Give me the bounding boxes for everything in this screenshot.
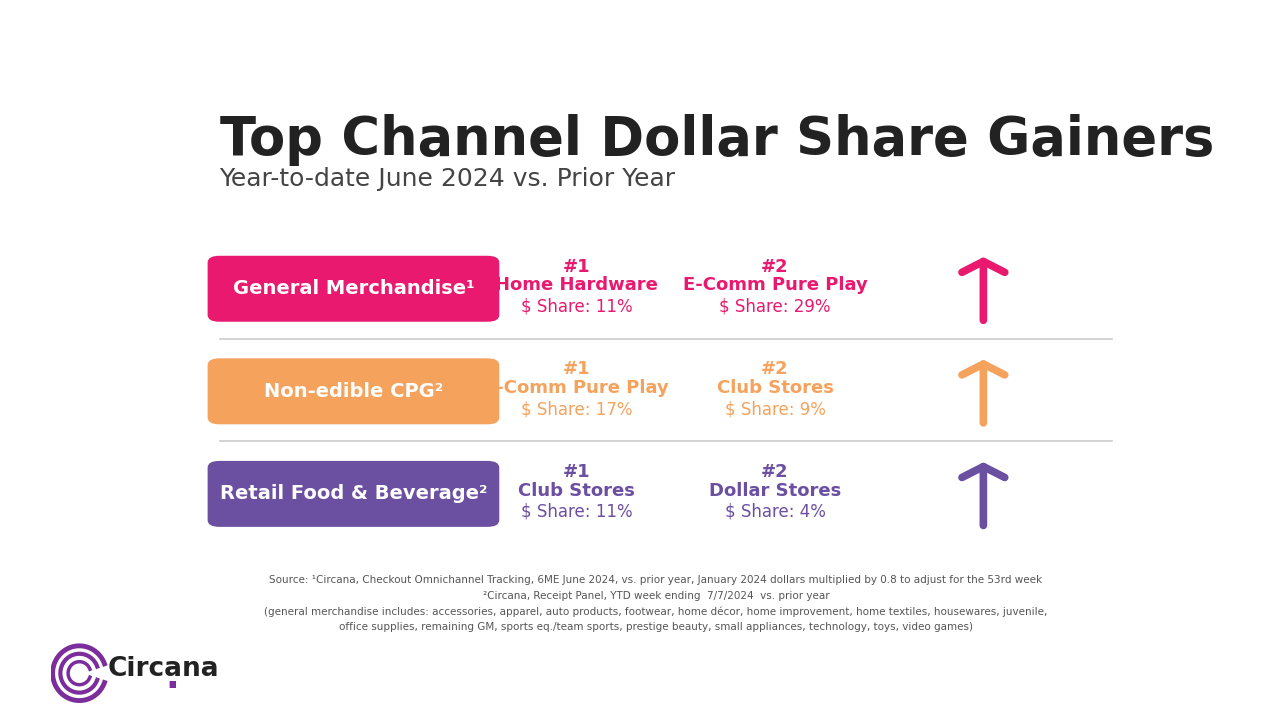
Text: ²Circana, Receipt Panel, YTD week ending  7/7/2024  vs. prior year: ²Circana, Receipt Panel, YTD week ending…: [483, 591, 829, 601]
Text: Circana: Circana: [108, 656, 219, 682]
Text: #1: #1: [563, 360, 590, 378]
FancyBboxPatch shape: [207, 461, 499, 527]
Text: Club Stores: Club Stores: [518, 482, 635, 500]
Text: Retail Food & Beverage²: Retail Food & Beverage²: [220, 485, 488, 503]
Text: Year-to-date June 2024 vs. Prior Year: Year-to-date June 2024 vs. Prior Year: [220, 167, 676, 191]
Text: #2: #2: [762, 463, 788, 481]
FancyBboxPatch shape: [207, 256, 499, 322]
Text: #2: #2: [762, 360, 788, 378]
Text: E-Comm Pure Play: E-Comm Pure Play: [484, 379, 669, 397]
Text: .: .: [165, 660, 179, 695]
Text: Club Stores: Club Stores: [717, 379, 833, 397]
Text: #1: #1: [563, 258, 590, 276]
Text: office supplies, remaining GM, sports eq./team sports, prestige beauty, small ap: office supplies, remaining GM, sports eq…: [339, 622, 973, 632]
Text: (general merchandise includes: accessories, apparel, auto products, footwear, ho: (general merchandise includes: accessori…: [264, 606, 1048, 617]
Text: Source: ¹Circana, Checkout Omnichannel Tracking, 6ME June 2024, vs. prior year, : Source: ¹Circana, Checkout Omnichannel T…: [269, 575, 1043, 585]
Text: Home Hardware: Home Hardware: [495, 276, 658, 294]
Text: Top Channel Dollar Share Gainers: Top Channel Dollar Share Gainers: [220, 114, 1213, 166]
Text: Dollar Stores: Dollar Stores: [709, 482, 841, 500]
Text: $ Share: 4%: $ Share: 4%: [724, 503, 826, 521]
Text: #2: #2: [762, 258, 788, 276]
Text: $ Share: 29%: $ Share: 29%: [719, 297, 831, 315]
Text: Non-edible CPG²: Non-edible CPG²: [264, 382, 443, 401]
Text: #1: #1: [563, 463, 590, 481]
Text: E-Comm Pure Play: E-Comm Pure Play: [682, 276, 868, 294]
Text: $ Share: 11%: $ Share: 11%: [521, 297, 632, 315]
FancyBboxPatch shape: [207, 359, 499, 424]
Text: General Merchandise¹: General Merchandise¹: [233, 279, 475, 298]
Text: $ Share: 17%: $ Share: 17%: [521, 400, 632, 418]
Text: $ Share: 11%: $ Share: 11%: [521, 503, 632, 521]
Text: $ Share: 9%: $ Share: 9%: [724, 400, 826, 418]
